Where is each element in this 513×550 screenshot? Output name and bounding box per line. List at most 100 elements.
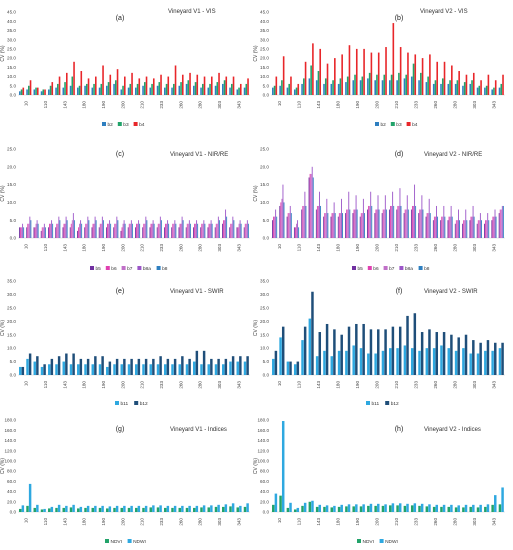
bar-b3 [427, 76, 429, 95]
bar-b7 [115, 223, 117, 238]
bar-b2 [352, 80, 355, 95]
bar-NDVI [178, 507, 181, 512]
bar-b2 [127, 87, 130, 95]
bar-b11 [454, 350, 458, 375]
bar-b6 [128, 223, 130, 238]
bar-b8a [159, 216, 161, 238]
bar-b5 [26, 227, 28, 238]
bar-b7 [332, 213, 334, 238]
y-tick-label: 100.0 [5, 458, 17, 463]
bar-b6 [477, 220, 479, 238]
bar-b4 [377, 52, 380, 95]
chart-title: Vineyard V1 - VIS [168, 9, 216, 15]
bar-b5 [222, 223, 223, 238]
bar-NDWI [159, 505, 162, 512]
legend-swatch-NDWI [379, 539, 384, 543]
x-tick-label: 10 [277, 101, 282, 107]
bar-b7 [57, 223, 59, 238]
x-tick-label: 110 [296, 101, 301, 109]
y-axis-label: CV (%) [0, 185, 6, 201]
legend-swatch-b11 [366, 401, 370, 405]
bar-b4 [392, 23, 395, 95]
bar-b2 [113, 83, 115, 95]
bar-b8a [341, 198, 342, 238]
bar-b3 [231, 83, 233, 95]
bar-b3 [144, 82, 146, 95]
x-tick-label: 10 [277, 244, 282, 250]
bar-b2 [330, 83, 333, 95]
bar-b7 [209, 223, 211, 238]
bar-b12 [450, 334, 453, 375]
y-tick-label: 20.0 [260, 499, 269, 504]
legend-label-b7: b7 [389, 266, 395, 272]
y-tick-label: 5.0 [10, 83, 17, 88]
y-tick-label: 15.0 [7, 332, 16, 337]
y-tick-label: 25.0 [260, 147, 269, 152]
bar-b8a [450, 205, 452, 238]
bar-b12 [274, 350, 278, 375]
bar-b8a [319, 191, 320, 238]
bar-b8a [152, 220, 154, 238]
panel-label: (b) [395, 15, 404, 22]
bar-b8 [117, 220, 119, 238]
bar-b6 [353, 209, 355, 238]
x-tick-label: 260 [433, 381, 438, 389]
bar-b4 [131, 72, 133, 95]
bar-b12 [281, 326, 285, 375]
x-tick-label: 110 [296, 518, 301, 526]
bar-b6 [433, 216, 435, 238]
bar-b2 [345, 82, 347, 95]
bar-b8 [204, 223, 206, 238]
x-tick-label: 180 [335, 518, 340, 526]
y-tick-label: 0.0 [263, 236, 270, 241]
bar-b5 [381, 213, 383, 238]
bar-b7 [420, 209, 422, 238]
bar-NDWI [108, 506, 112, 512]
x-tick-label: 233 [159, 381, 164, 389]
bar-b6 [223, 220, 224, 238]
chart-panel-3: 0.0 5.0 10.0 15.0 20.0 25.0 CV (%) 10 110 143 180 1… [253, 147, 505, 272]
bar-b6 [273, 216, 274, 238]
bar-NDWI [303, 502, 307, 512]
y-tick-label: 120.0 [258, 448, 270, 453]
y-tick-label: 160.0 [5, 428, 17, 433]
x-tick-label: 280 [198, 244, 203, 252]
bar-b8a [472, 205, 474, 238]
bar-b7 [166, 223, 167, 238]
bar-b7 [173, 223, 175, 238]
bar-b7 [144, 223, 146, 238]
bar-b2 [301, 83, 303, 95]
bar-b7 [413, 205, 414, 238]
bar-b8a [304, 191, 306, 238]
x-tick-label: 233 [159, 518, 164, 526]
bar-b2 [432, 83, 435, 95]
bar-b3 [456, 80, 459, 95]
bar-b8a [406, 195, 408, 238]
bar-b7 [310, 173, 312, 238]
bar-b3 [324, 78, 327, 95]
bar-b8a [188, 220, 190, 238]
bar-b3 [463, 82, 466, 95]
bar-b3 [86, 83, 88, 95]
bar-b12 [130, 358, 133, 375]
x-tick-label: 190 [101, 244, 106, 252]
bar-b4 [145, 76, 148, 95]
x-tick-label: 280 [452, 101, 457, 109]
bar-b3 [57, 83, 59, 95]
legend-label-b8a: b8a [143, 266, 151, 272]
x-tick-label: 10 [24, 244, 29, 250]
bar-b5 [98, 227, 100, 238]
chart-panel-0: 0.0 5.0 10.0 15.0 20.0 25.0 30.0 35.0 40.0 45.0 CV… [0, 9, 250, 128]
bar-NDWI [166, 505, 170, 512]
bar-b2 [476, 87, 479, 95]
legend-swatch-b2 [375, 122, 379, 126]
bar-b12 [347, 326, 351, 375]
y-tick-label: 15.0 [7, 182, 16, 187]
chart-title: Vineyard V1 - Indices [170, 427, 227, 433]
bar-b11 [33, 361, 36, 375]
x-tick-label: 143 [62, 381, 67, 389]
bar-b2 [374, 80, 376, 95]
bar-b6 [463, 220, 465, 238]
bar-b4 [203, 76, 206, 95]
bar-NDVI [381, 505, 385, 512]
